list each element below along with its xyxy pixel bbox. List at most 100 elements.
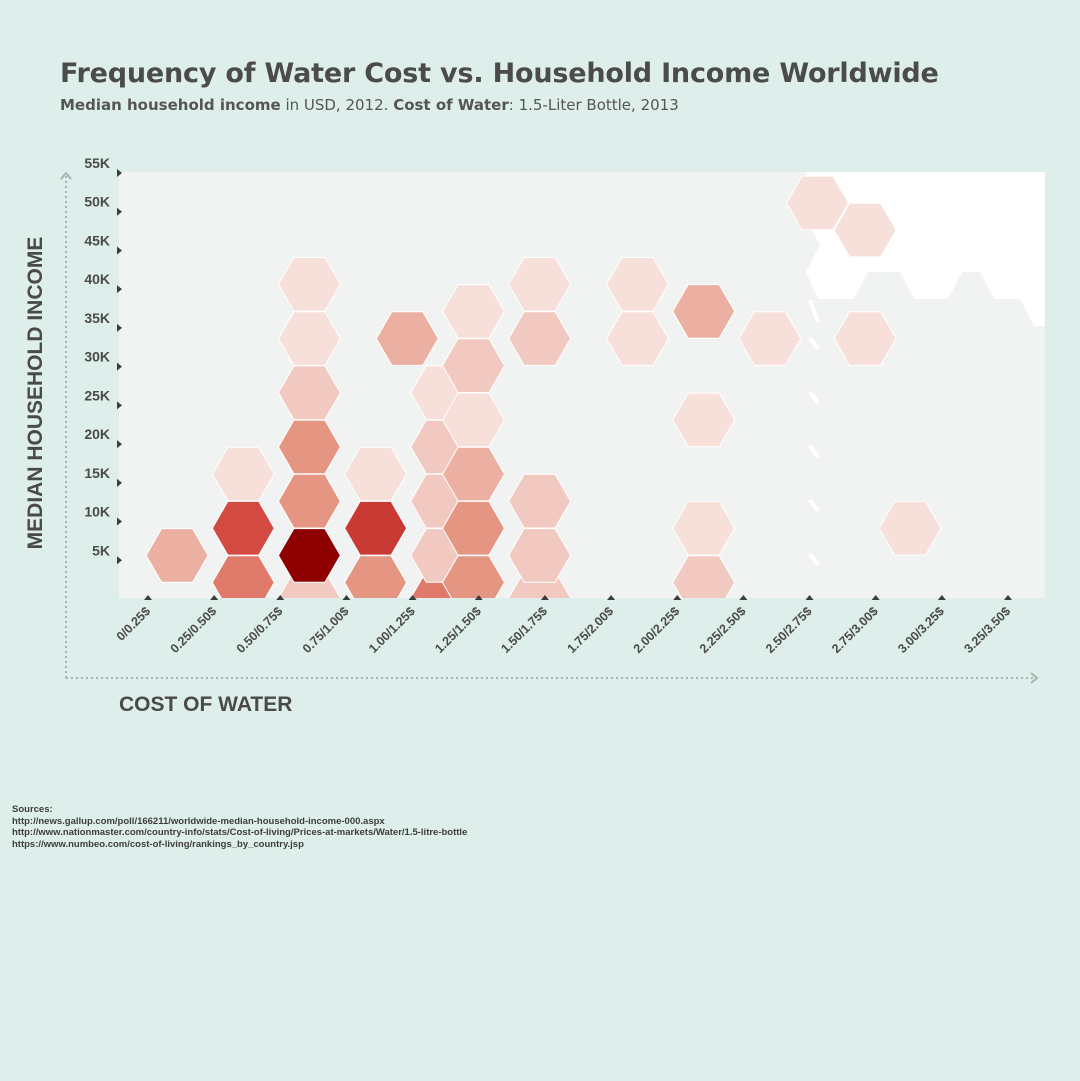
x-tick-label: 0.25/0.50$ <box>168 604 220 656</box>
hex-bin <box>344 446 408 502</box>
hex-bin <box>344 555 408 598</box>
x-tick-marker <box>805 595 814 600</box>
x-tick-label: 1.25/1.50$ <box>432 604 484 656</box>
subtitle-water-unit: : 1.5-Liter Bottle, 2013 <box>508 96 679 114</box>
gap-dash <box>808 390 820 405</box>
x-tick-marker <box>276 595 285 600</box>
y-tick-label: 20K <box>84 426 110 442</box>
y-axis-arrow <box>60 171 72 180</box>
hex-bin <box>145 528 209 583</box>
subtitle-income-label: Median household income <box>60 96 281 114</box>
x-tick-marker <box>607 595 616 600</box>
hex-bin <box>508 528 572 583</box>
x-tick-label: 3.25/3.50$ <box>961 604 1013 656</box>
chart-title: Frequency of Water Cost vs. Household In… <box>60 58 939 89</box>
hexbin-chart: 5K 10K 15K 20K 25K 30K 35K 40K 45K 50K 55K 0/0.25$… <box>24 155 1080 716</box>
hex-bin <box>878 500 942 556</box>
x-tick-marker <box>342 595 351 600</box>
hex-bin <box>441 555 506 598</box>
y-tick-label: 5K <box>92 542 110 558</box>
x-tick-label: 2.25/2.50$ <box>697 604 749 656</box>
y-tick-marker <box>117 246 122 255</box>
y-tick-marker <box>117 556 122 565</box>
x-tick-marker <box>871 595 880 600</box>
source-link[interactable]: https://www.numbeo.com/cost-of-living/ra… <box>12 838 304 850</box>
y-tick-label: 25K <box>84 387 110 403</box>
subtitle-income-unit: in USD, 2012. <box>280 96 394 114</box>
hex-bin <box>375 311 439 366</box>
hex-bin <box>277 528 341 583</box>
x-tick-label: 2.00/2.25$ <box>631 604 683 656</box>
x-tick-label: 3.00/3.25$ <box>895 604 947 656</box>
x-tick-marker <box>474 595 483 600</box>
y-tick-marker <box>117 285 122 294</box>
hex-bin <box>672 500 736 556</box>
x-axis-ticks: 0/0.25$ 0.25/0.50$ 0.50/0.75$ 0.75/1.00$ 1.0… <box>114 595 1013 656</box>
hex-bin <box>508 473 572 529</box>
hex-bin <box>605 257 670 312</box>
y-tick-marker <box>117 440 122 449</box>
x-tick-label: 0.75/1.00$ <box>300 604 352 656</box>
hex-bin <box>833 202 897 258</box>
gap-dash <box>808 336 820 351</box>
hex-bin <box>1059 300 1080 354</box>
y-axis-title: MEDIAN HOUSEHOLD INCOME <box>24 237 47 550</box>
chart-subtitle: Median household income in USD, 2012. Co… <box>60 96 679 114</box>
hex-bin <box>211 446 275 502</box>
y-tick-label: 30K <box>84 349 110 365</box>
y-tick-label: 50K <box>84 194 110 210</box>
hex-bin <box>738 311 802 366</box>
sources-heading: Sources: <box>12 804 53 815</box>
hex-bin <box>441 284 506 339</box>
dashed-gap <box>808 299 820 567</box>
y-tick-label: 45K <box>84 232 110 248</box>
x-tick-marker <box>739 595 748 600</box>
hex-bin <box>508 257 572 312</box>
gap-dash <box>808 552 820 567</box>
y-tick-label: 10K <box>84 504 110 520</box>
x-tick-marker <box>1004 595 1012 600</box>
x-tick-label: 0.50/0.75$ <box>234 604 286 656</box>
x-tick-marker <box>540 595 549 600</box>
x-axis-title: COST OF WATER <box>119 693 292 716</box>
x-tick-label: 1.75/2.00$ <box>565 604 617 656</box>
sources: Sources: http://news.gallup.com/poll/166… <box>12 804 467 850</box>
y-tick-marker <box>117 207 122 216</box>
x-tick-marker <box>144 595 152 600</box>
x-tick-marker <box>210 595 219 600</box>
y-tick-label: 55K <box>84 155 110 171</box>
x-tick-marker <box>673 595 682 600</box>
subtitle-water-label: Cost of Water <box>393 96 509 114</box>
y-tick-marker <box>117 517 122 526</box>
y-tick-marker <box>117 169 122 177</box>
x-tick-label: 2.75/3.00$ <box>829 604 881 656</box>
hex-bin <box>672 392 736 448</box>
gap-dash <box>808 498 820 513</box>
y-tick-marker <box>117 478 122 487</box>
source-link[interactable]: http://news.gallup.com/poll/166211/world… <box>12 815 385 827</box>
y-tick-marker <box>117 401 122 410</box>
y-tick-label: 15K <box>84 465 110 481</box>
hex-bin <box>672 555 736 598</box>
y-tick-marker <box>117 362 122 371</box>
y-tick-label: 40K <box>84 271 110 287</box>
x-tick-marker <box>937 595 946 600</box>
hex-cells <box>145 175 1080 598</box>
x-tick-label: 2.50/2.75$ <box>763 604 815 656</box>
x-tick-label: 1.00/1.25$ <box>366 604 418 656</box>
y-axis-ticks: 5K 10K 15K 20K 25K 30K 35K 40K 45K 50K 55K <box>84 155 122 565</box>
y-tick-marker <box>117 323 122 332</box>
hex-bin <box>211 555 275 598</box>
x-tick-marker <box>408 595 417 600</box>
x-axis-arrow <box>1030 672 1039 684</box>
gap-dash <box>808 444 820 459</box>
source-link[interactable]: http://www.nationmaster.com/country-info… <box>12 827 468 838</box>
gap-dash <box>808 299 820 323</box>
hex-bin <box>785 175 850 231</box>
hex-bin <box>833 311 897 366</box>
x-tick-label: 0/0.25$ <box>114 604 153 643</box>
hex-bin <box>672 284 736 339</box>
x-tick-label: 1.50/1.75$ <box>498 604 550 656</box>
hex-bin <box>277 257 341 312</box>
y-tick-label: 35K <box>84 310 110 326</box>
